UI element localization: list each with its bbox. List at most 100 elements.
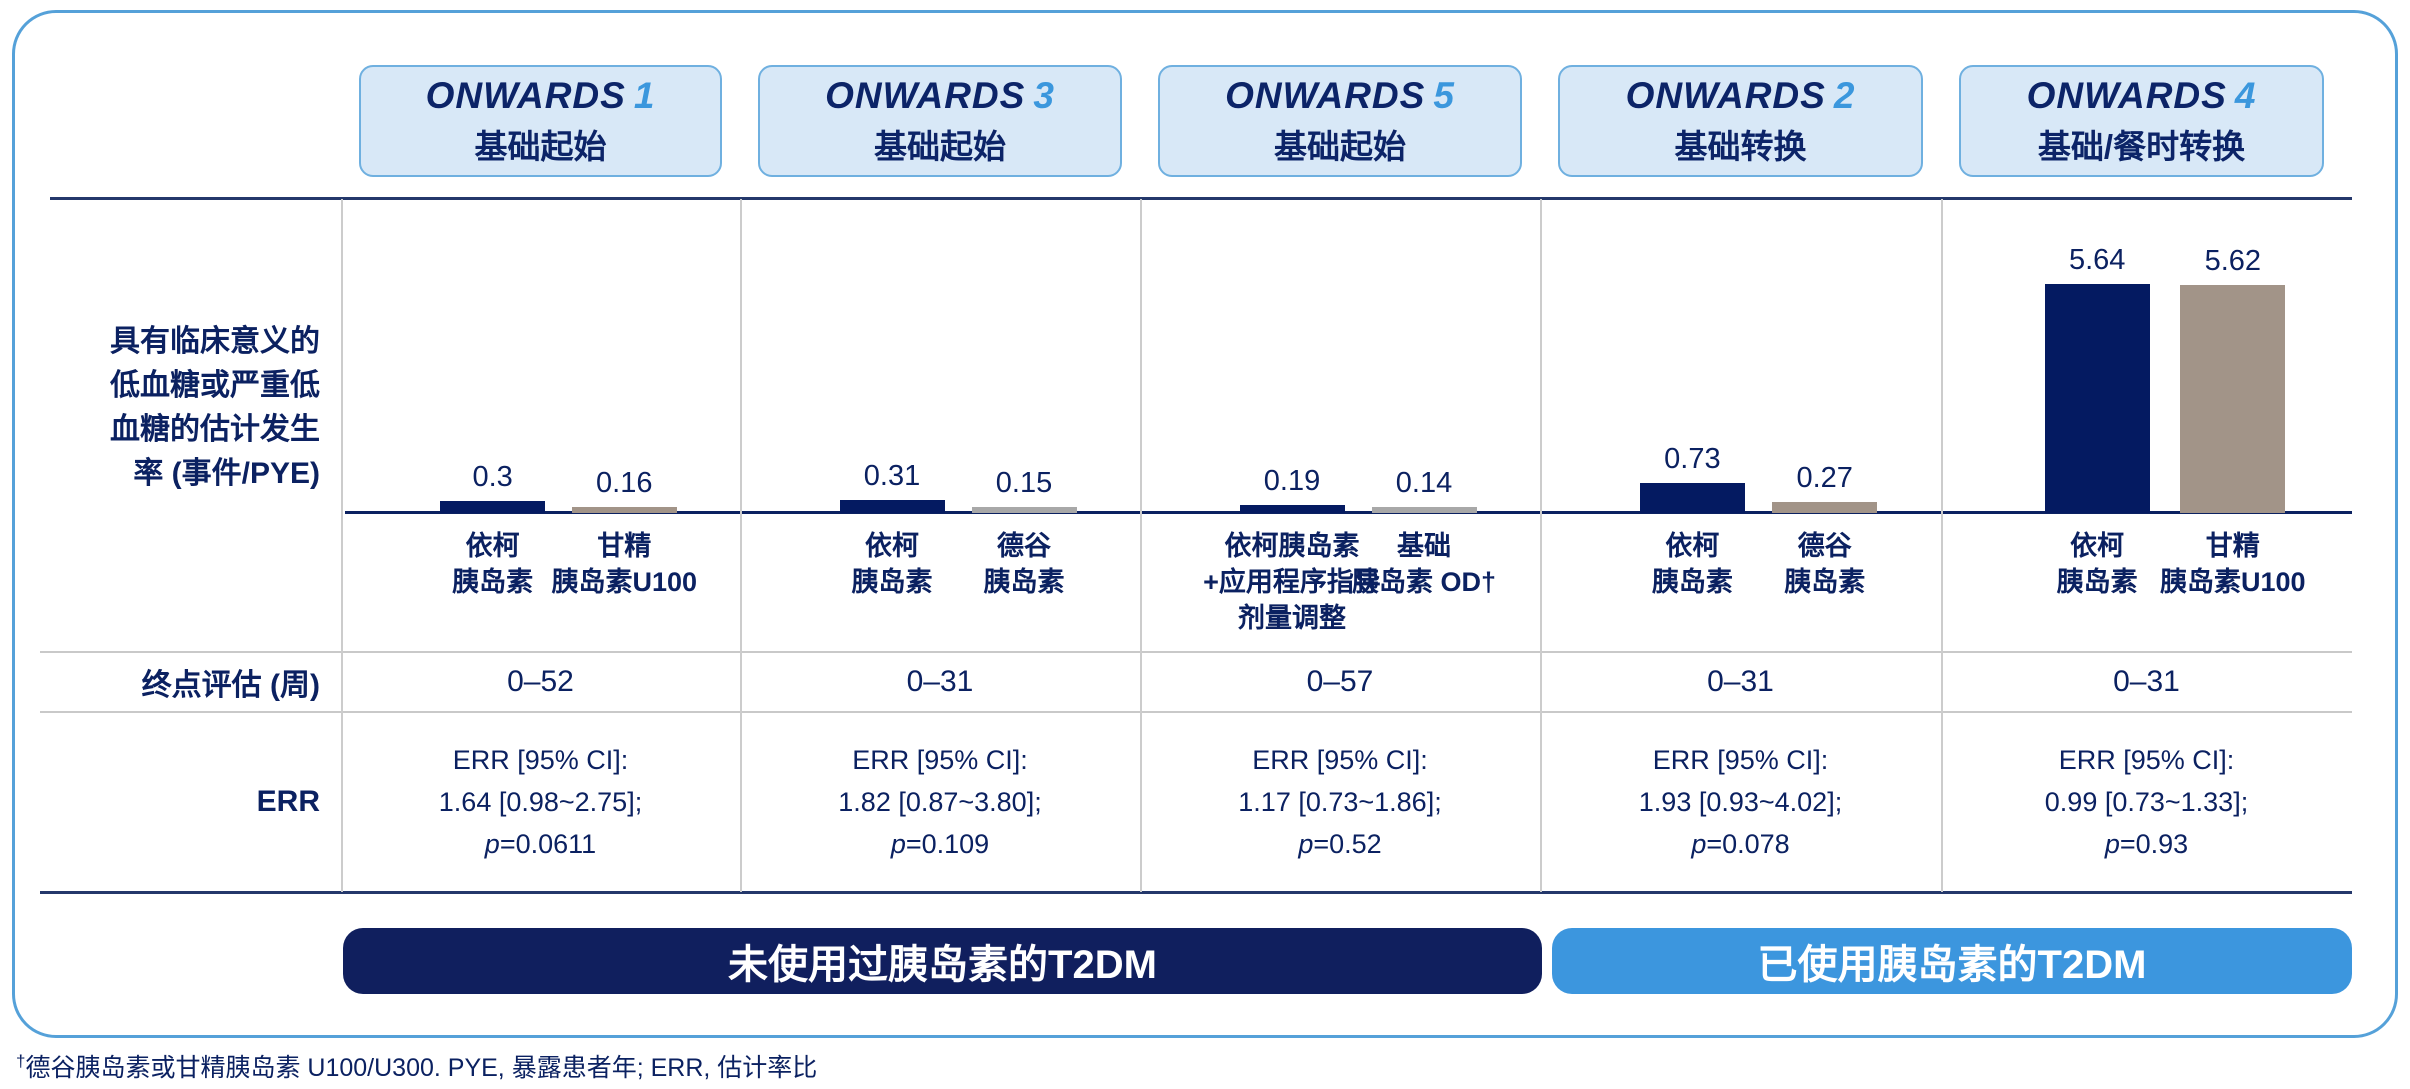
bar-category-line: 依柯 xyxy=(865,531,919,561)
p-symbol: p xyxy=(484,829,500,859)
bar xyxy=(1772,502,1878,513)
bar-group: 0.14 xyxy=(1369,467,1479,513)
trial-panel-onwards-1: ONWARDS 1 基础起始 0.3 0.16 依柯 胰岛素 甘精 胰岛素U100… xyxy=(341,0,740,1089)
trial-name: ONWARDS xyxy=(1225,74,1426,116)
bar-category-label: 依柯 胰岛素 xyxy=(1562,528,1822,600)
p-symbol: p xyxy=(1691,829,1707,859)
trial-regimen: 基础起始 xyxy=(1274,127,1406,165)
column-divider xyxy=(1941,199,1943,892)
err-value: ERR [95% CI]: 1.82 [0.87~3.80]; p=0.109 xyxy=(740,712,1140,892)
bar-value-label: 0.73 xyxy=(1664,443,1721,475)
y-axis-label-line: 血糖的估计发生 xyxy=(110,413,320,446)
bar-category-line: 胰岛素 xyxy=(452,567,534,597)
trial-panel-onwards-5: ONWARDS 5 基础起始 0.19 0.14 依柯胰岛素 +应用程序指导 剂量… xyxy=(1140,0,1540,1089)
err-ci-label: ERR [95% CI]: xyxy=(1252,745,1428,775)
bar-category-label: 甘精 胰岛素U100 xyxy=(2103,528,2363,600)
bar-category-label: 德谷 胰岛素 xyxy=(1695,528,1955,600)
bar-group: 0.3 xyxy=(438,461,548,513)
trial-header-box: ONWARDS 5 基础起始 xyxy=(1158,65,1522,177)
bar-chart: 0.73 0.27 xyxy=(1540,197,1941,513)
bar-category-label: 甘精 胰岛素U100 xyxy=(494,528,754,600)
trial-number: 3 xyxy=(1033,74,1055,116)
bar-group: 0.31 xyxy=(837,460,947,513)
trial-name: ONWARDS xyxy=(1625,74,1826,116)
footnote-text: 德谷胰岛素或甘精胰岛素 U100/U300. PYE, 暴露患者年; ERR, … xyxy=(25,1054,818,1082)
p-symbol: p xyxy=(2104,829,2120,859)
trial-panel-onwards-2: ONWARDS 2 基础转换 0.73 0.27 依柯 胰岛素 德谷 胰岛素 0–… xyxy=(1540,0,1941,1089)
p-number: =0.52 xyxy=(1313,829,1382,859)
err-value: ERR [95% CI]: 1.93 [0.93~4.02]; p=0.078 xyxy=(1540,712,1941,892)
p-number: =0.93 xyxy=(2119,829,2189,859)
err-ci-value: 1.93 [0.93~4.02]; xyxy=(1638,787,1843,817)
bar-chart: 0.19 0.14 xyxy=(1140,197,1540,513)
y-axis-label: 具有临床意义的 低血糖或严重低 血糖的估计发生 率 (事件/PYE) xyxy=(40,320,320,496)
err-ci-value: 0.99 [0.73~1.33]; xyxy=(2044,787,2249,817)
bottom-rule xyxy=(40,891,2352,894)
trial-header-box: ONWARDS 2 基础转换 xyxy=(1558,65,1923,177)
bar-category-label: 依柯胰岛素 +应用程序指导 剂量调整 xyxy=(1162,528,1422,636)
bar-category-line: 德谷 xyxy=(1797,531,1852,561)
bar-category-line: 胰岛素 xyxy=(851,567,933,597)
bar-category-line: 胰岛素U100 xyxy=(2160,567,2306,597)
bar-category-line: 依柯 xyxy=(2070,531,2125,561)
err-p-value: p=0.52 xyxy=(1298,823,1381,865)
column-divider xyxy=(1140,199,1142,892)
weeks-value: 0–31 xyxy=(2113,665,2180,698)
header-rule xyxy=(50,197,2352,200)
trial-regimen: 基础转换 xyxy=(1674,127,1807,165)
err-ci-label: ERR [95% CI]: xyxy=(852,745,1028,775)
row-divider-mid xyxy=(40,711,2352,713)
bar xyxy=(1639,483,1745,513)
trial-number: 2 xyxy=(1833,74,1856,116)
bar xyxy=(839,500,945,513)
p-number: =0.0611 xyxy=(499,829,597,859)
bar-category-line: 依柯胰岛素 xyxy=(1224,531,1360,561)
bar-group: 0.15 xyxy=(969,467,1079,513)
trial-panel-onwards-3: ONWARDS 3 基础起始 0.31 0.15 依柯 胰岛素 德谷 胰岛素 0–… xyxy=(740,0,1140,1089)
trial-regimen: 基础/餐时转换 xyxy=(2037,127,2246,165)
bar-value-label: 0.19 xyxy=(1263,465,1321,497)
trial-regimen: 基础起始 xyxy=(874,127,1006,165)
trial-header-box: ONWARDS 3 基础起始 xyxy=(758,65,1122,177)
bar-value-label: 0.16 xyxy=(596,467,653,499)
bar-category-line: 胰岛素 OD† xyxy=(1351,567,1497,597)
p-symbol: p xyxy=(890,829,906,859)
bar-category-line: 依柯 xyxy=(1665,531,1720,561)
chart-baseline xyxy=(345,511,2352,514)
trial-regimen: 基础起始 xyxy=(474,127,607,165)
bar-chart: 0.31 0.15 xyxy=(740,197,1140,513)
trial-panel-onwards-4: ONWARDS 4 基础/餐时转换 5.64 5.62 依柯 胰岛素 甘精 胰岛素… xyxy=(1941,0,2352,1089)
err-value: ERR [95% CI]: 1.17 [0.73~1.86]; p=0.52 xyxy=(1140,712,1540,892)
bar-category-line: 剂量调整 xyxy=(1238,603,1346,633)
bar-category-line: 胰岛素 xyxy=(2056,567,2138,597)
y-axis-label-line: 低血糖或严重低 xyxy=(110,369,320,402)
err-row-label: ERR xyxy=(256,785,320,818)
trial-title: ONWARDS 4 xyxy=(2027,75,2257,117)
err-p-value: p=0.0611 xyxy=(485,823,596,865)
bar-category-line: 胰岛素 xyxy=(983,567,1065,597)
column-divider xyxy=(1540,199,1542,892)
bar-category-label: 基础 胰岛素 OD† xyxy=(1294,528,1554,600)
column-divider xyxy=(740,199,742,892)
weeks-value: 0–31 xyxy=(1707,665,1774,698)
bar-chart: 5.64 5.62 xyxy=(1941,197,2352,513)
trial-name: ONWARDS xyxy=(425,74,626,116)
bar-category-label: 德谷 胰岛素 xyxy=(894,528,1154,600)
p-symbol: p xyxy=(1298,829,1314,859)
population-banner-insulin-naive: 未使用过胰岛素的T2DM xyxy=(343,928,1542,994)
trial-title: ONWARDS 3 xyxy=(825,75,1055,117)
bar xyxy=(2180,285,2286,513)
weeks-value: 0–57 xyxy=(1306,665,1374,698)
bar-category-label: 依柯 胰岛素 xyxy=(1967,528,2227,600)
bar-group: 5.64 xyxy=(2042,244,2152,513)
err-ci-label: ERR [95% CI]: xyxy=(452,745,629,775)
bar-value-label: 5.64 xyxy=(2068,244,2126,276)
bar-category-line: 胰岛素 xyxy=(1784,567,1866,597)
bar-value-label: 0.3 xyxy=(472,461,513,493)
footnote: †德谷胰岛素或甘精胰岛素 U100/U300. PYE, 暴露患者年; ERR,… xyxy=(16,1048,817,1084)
row-divider-top xyxy=(40,651,2352,653)
bar-category-label: 依柯 胰岛素 xyxy=(762,528,1022,600)
weeks-row-label: 终点评估 (周) xyxy=(141,669,320,702)
bar-category-line: +应用程序指导 xyxy=(1203,567,1381,597)
bar-value-label: 0.27 xyxy=(1796,462,1853,494)
